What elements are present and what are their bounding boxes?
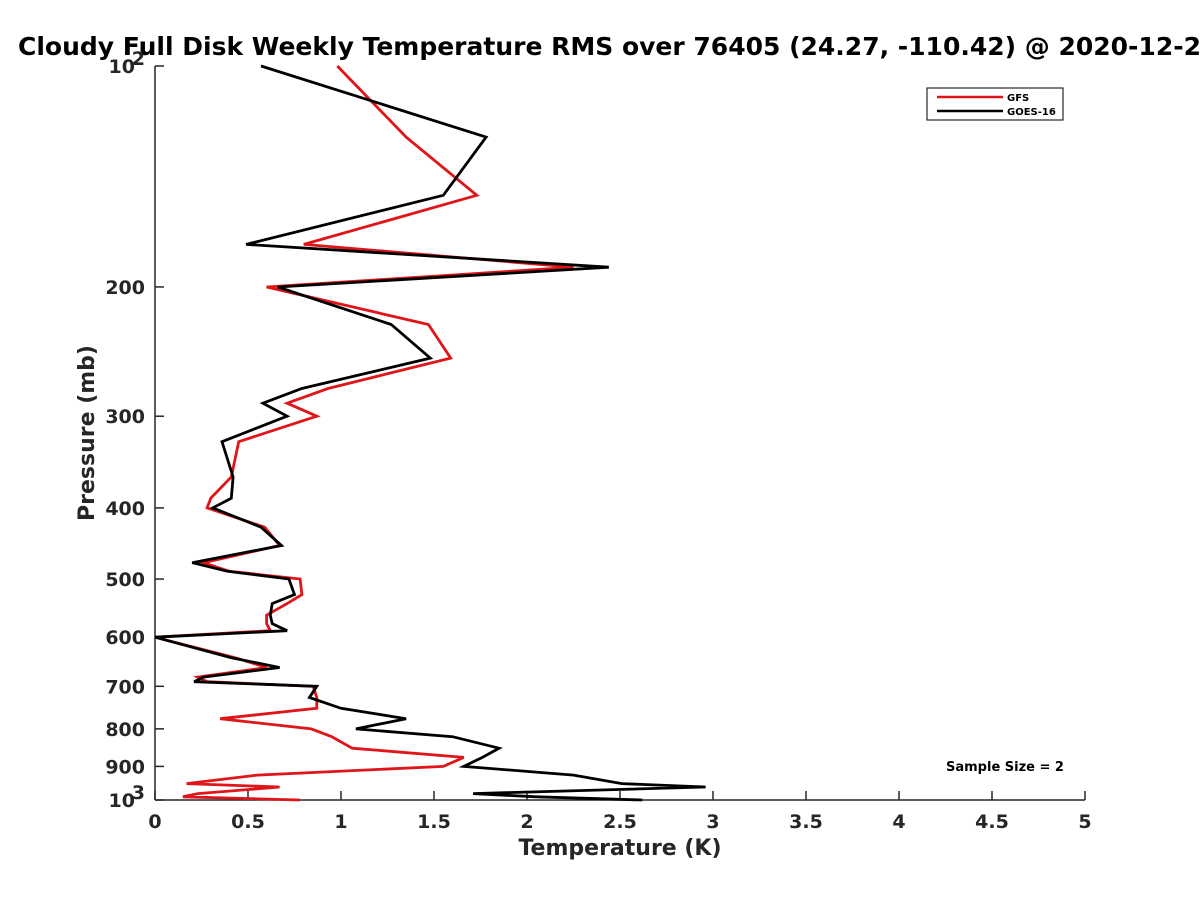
- x-tick-label: 0.5: [231, 811, 265, 833]
- series-layer: [154, 64, 706, 802]
- y-tick-exponent: 3: [132, 782, 145, 804]
- x-tick-label: 3.5: [789, 811, 823, 833]
- y-tick-label: 400: [105, 498, 145, 520]
- x-tick-label: 0: [148, 811, 161, 833]
- series-line-goes16: [154, 64, 706, 802]
- legend-box: [926, 87, 1064, 121]
- y-tick-label: 500: [105, 569, 145, 591]
- chart-title: Cloudy Full Disk Weekly Temperature RMS …: [18, 32, 1200, 61]
- y-tick-label: 300: [105, 406, 145, 428]
- series-line-gfs: [154, 65, 574, 802]
- x-ticks: 0 0.5 1 1.5 2 2.5 3 3.5 4 4.5 5: [148, 791, 1092, 833]
- legend-label-gfs: GFS: [1007, 93, 1029, 104]
- y-tick-label: 10: [109, 790, 135, 812]
- x-tick-label: 1: [334, 811, 347, 833]
- y-tick-label: 900: [105, 756, 145, 778]
- sample-size-annotation: Sample Size = 2: [946, 760, 1064, 775]
- y-tick-label: 600: [105, 627, 145, 649]
- x-tick-label: 4.5: [975, 811, 1009, 833]
- y-axis-label: Pressure (mb): [75, 345, 100, 521]
- x-tick-label: 3: [706, 811, 719, 833]
- x-tick-label: 2: [520, 811, 533, 833]
- y-tick-label: 700: [105, 676, 145, 698]
- plot-frame: [155, 66, 1085, 800]
- x-tick-label: 4: [892, 811, 905, 833]
- y-tick-exponent: 2: [132, 48, 145, 70]
- x-axis-label: Temperature (K): [518, 836, 721, 861]
- legend: GFS GOES-16: [926, 87, 1064, 121]
- y-tick-label: 200: [105, 277, 145, 299]
- y-tick-label: 10: [109, 56, 135, 78]
- y-tick-label: 800: [105, 719, 145, 741]
- legend-label-goes16: GOES-16: [1007, 107, 1056, 118]
- x-tick-label: 1.5: [417, 811, 451, 833]
- x-tick-label: 2.5: [603, 811, 637, 833]
- x-tick-label: 5: [1078, 811, 1091, 833]
